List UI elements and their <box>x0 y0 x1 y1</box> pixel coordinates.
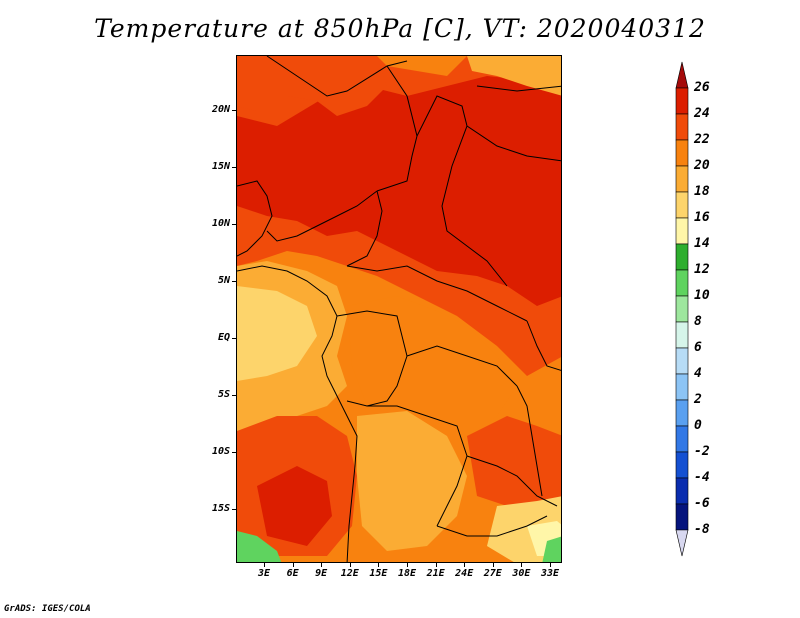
colorbar-label: 20 <box>694 158 710 173</box>
colorbar-label: 6 <box>694 340 702 355</box>
colorbar-label: 16 <box>694 210 710 225</box>
lon-tick <box>378 563 380 567</box>
colorbar-swatch <box>675 87 689 115</box>
lat-label: 15N <box>211 161 230 172</box>
lon-tick <box>264 563 265 567</box>
lat-label: 5S <box>217 389 230 400</box>
colorbar-label: -6 <box>694 496 710 511</box>
lon-tick <box>349 563 351 567</box>
lat-tick <box>232 110 236 111</box>
colorbar-label: 4 <box>694 366 702 381</box>
colorbar-swatch <box>675 191 689 219</box>
lat-label: 15S <box>211 503 230 514</box>
lon-label: 9E <box>315 568 328 579</box>
lon-label: 24E <box>455 568 474 579</box>
colorbar-swatch <box>675 451 689 479</box>
lon-tick <box>521 563 523 567</box>
colorbar-label: 2 <box>694 392 702 407</box>
lat-tick <box>232 224 236 225</box>
colorbar-label: 22 <box>694 132 710 147</box>
colorbar-label: 26 <box>694 80 710 95</box>
colorbar-label: 24 <box>694 106 710 121</box>
colorbar-swatch <box>675 113 689 141</box>
lon-label: 33E <box>540 568 560 579</box>
colorbar-swatch <box>675 139 689 167</box>
lat-label: 20N <box>211 104 230 115</box>
colorbar-label: 8 <box>694 314 702 329</box>
colorbar-swatch <box>675 399 689 427</box>
colorbar-swatch <box>675 347 689 375</box>
colorbar-top-arrow <box>675 61 689 89</box>
lon-label: 27E <box>483 568 502 579</box>
lat-tick <box>232 338 236 339</box>
colorbar-swatch <box>675 165 689 193</box>
colorbar-label: -2 <box>694 444 710 459</box>
colorbar-bottom-arrow <box>675 529 689 557</box>
lat-tick <box>232 281 236 282</box>
colorbar-swatch <box>675 503 689 531</box>
colorbar-label: 0 <box>694 418 702 433</box>
lat-tick <box>232 509 236 510</box>
lon-label: 6E <box>286 568 299 579</box>
lon-label: 3E <box>257 568 271 579</box>
colorbar-swatch <box>675 243 689 271</box>
lon-tick <box>407 563 408 567</box>
map-field <box>237 56 561 562</box>
lon-tick <box>550 563 551 567</box>
lon-tick <box>464 563 466 567</box>
temperature-map <box>236 55 562 563</box>
lat-label: EQ <box>217 332 230 343</box>
colorbar-label: -4 <box>694 470 710 485</box>
lat-tick <box>232 452 236 453</box>
lon-label: 21E <box>426 568 445 579</box>
lon-tick <box>492 563 494 567</box>
lon-tick <box>435 563 437 567</box>
lon-label: 30E <box>512 568 531 579</box>
colorbar-swatch <box>675 373 689 401</box>
lat-label: 5N <box>217 275 230 286</box>
lat-tick <box>232 395 236 396</box>
lat-label: 10N <box>211 218 230 229</box>
colorbar-swatch <box>675 295 689 323</box>
lon-label: 15E <box>369 568 388 579</box>
lat-tick <box>232 167 236 168</box>
colorbar-swatch <box>675 269 689 297</box>
colorbar-label: 12 <box>694 262 710 277</box>
lat-label: 10S <box>211 446 230 457</box>
chart-title: Temperature at 850hPa [C], VT: 202004031… <box>94 14 706 43</box>
colorbar-label: -8 <box>694 522 710 537</box>
lon-tick <box>292 563 294 567</box>
credit-text: GrADS: IGES/COLA <box>4 604 91 614</box>
lon-tick <box>321 563 323 567</box>
colorbar-swatch <box>675 425 689 453</box>
colorbar-label: 18 <box>694 184 710 199</box>
colorbar-label: 14 <box>694 236 710 251</box>
colorbar-swatch <box>675 321 689 349</box>
colorbar-label: 10 <box>694 288 710 303</box>
colorbar-swatch <box>675 477 689 505</box>
colorbar-swatch <box>675 217 689 245</box>
lon-label: 12E <box>340 568 359 579</box>
lon-label: 18E <box>397 568 417 579</box>
